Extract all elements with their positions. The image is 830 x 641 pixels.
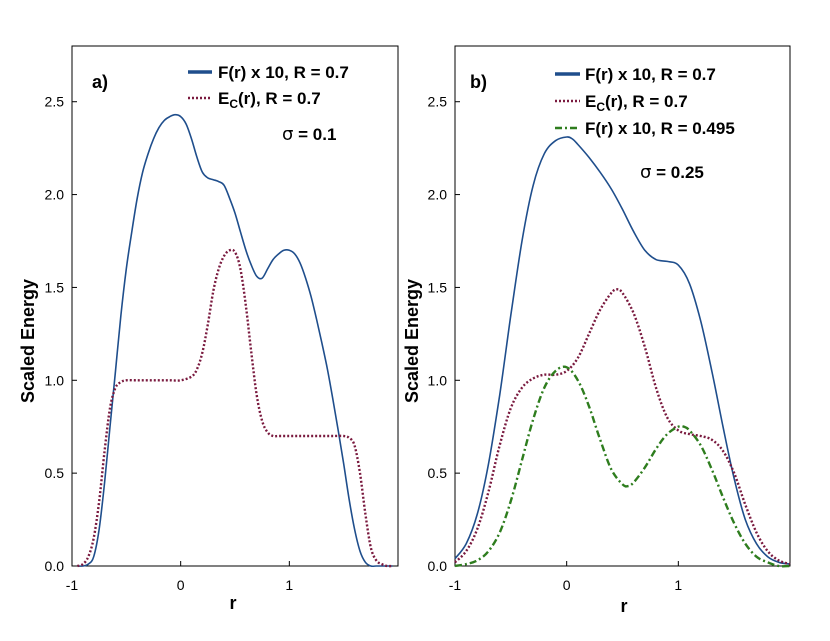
panel-b-legend-label-f: F(r) x 10, R = 0.7 [585, 65, 716, 84]
panel-a-x-axis: -1 0 1 [66, 561, 293, 593]
panel-b-xtick-label: 1 [674, 577, 682, 593]
panel-b-series-line-3 [454, 365, 791, 568]
panel-a-ylabel: Scaled Energy [18, 279, 38, 403]
panel-b-plot-frame [454, 45, 791, 567]
panel-a-series-line-2 [77, 248, 393, 568]
panel-a-ytick-label: 1.5 [45, 279, 65, 295]
panel-b-legend: F(r) x 10, R = 0.7 EC(r), R = 0.7 F(r) x… [555, 65, 735, 138]
panel-a-ytick-label: 0.5 [45, 465, 65, 481]
panel-a-sigma-annotation: σ = 0.1 [282, 124, 336, 145]
panel-b-label: b) [470, 72, 487, 92]
panel-b-ytick-label: 1.5 [428, 279, 448, 295]
panel-b: b) Scaled Energy r 0.0 0.5 1.0 1.5 2.0 2.5 -1… [402, 45, 791, 616]
panel-a-series [77, 113, 393, 568]
panel-b-xtick-label: 0 [563, 577, 571, 593]
panel-b-ytick-label: 2.5 [428, 94, 448, 110]
panel-b-xlabel: r [620, 596, 627, 616]
panel-a-xtick-label: 1 [285, 577, 293, 593]
panel-b-xtick-label: -1 [449, 577, 462, 593]
panel-b-ytick-label: 2.0 [428, 187, 448, 203]
panel-a-xtick-label: 0 [177, 577, 185, 593]
panel-b-sigma-annotation: σ = 0.25 [640, 162, 704, 183]
panel-b-ytick-label: 1.0 [428, 372, 448, 388]
panel-b-sigma-value: = 0.25 [651, 163, 703, 182]
panel-b-series-line-2 [454, 288, 791, 566]
panel-a-ytick-label: 2.5 [45, 94, 65, 110]
panel-a-legend-label-ec: EC(r), R = 0.7 [218, 89, 321, 111]
panel-b-series-line-1 [454, 136, 791, 565]
panel-a-ytick-label: 0.0 [45, 558, 65, 574]
panel-a-xlabel: r [229, 593, 236, 613]
panel-b-y-axis: 0.0 0.5 1.0 1.5 2.0 2.5 [428, 94, 460, 574]
panel-a-legend: F(r) x 10, R = 0.7 EC(r), R = 0.7 [188, 63, 349, 111]
panel-a-legend-label-f: F(r) x 10, R = 0.7 [218, 63, 349, 82]
panel-a: a) Scaled Energy r 0.0 0.5 1.0 1.5 2.0 2.5 -1… [18, 45, 399, 613]
panel-a-sigma-symbol: σ [282, 124, 293, 145]
panel-b-series [454, 136, 791, 568]
panel-a-series-line-1 [77, 113, 393, 568]
panel-b-legend-label-f495: F(r) x 10, R = 0.495 [585, 119, 735, 138]
panel-a-ytick-label: 1.0 [45, 372, 65, 388]
panel-a-y-axis: 0.0 0.5 1.0 1.5 2.0 2.5 [45, 94, 77, 574]
panel-b-ytick-label: 0.0 [428, 558, 448, 574]
panel-a-plot-frame [71, 45, 399, 567]
panel-a-xtick-label: -1 [66, 577, 79, 593]
panel-a-sigma-value: = 0.1 [293, 125, 336, 144]
panel-a-label: a) [92, 72, 108, 92]
panel-b-legend-label-ec: EC(r), R = 0.7 [585, 92, 688, 114]
panel-b-sigma-symbol: σ [640, 162, 651, 183]
panel-a-ytick-label: 2.0 [45, 187, 65, 203]
panel-b-ytick-label: 0.5 [428, 465, 448, 481]
panel-b-ylabel: Scaled Energy [402, 279, 422, 403]
